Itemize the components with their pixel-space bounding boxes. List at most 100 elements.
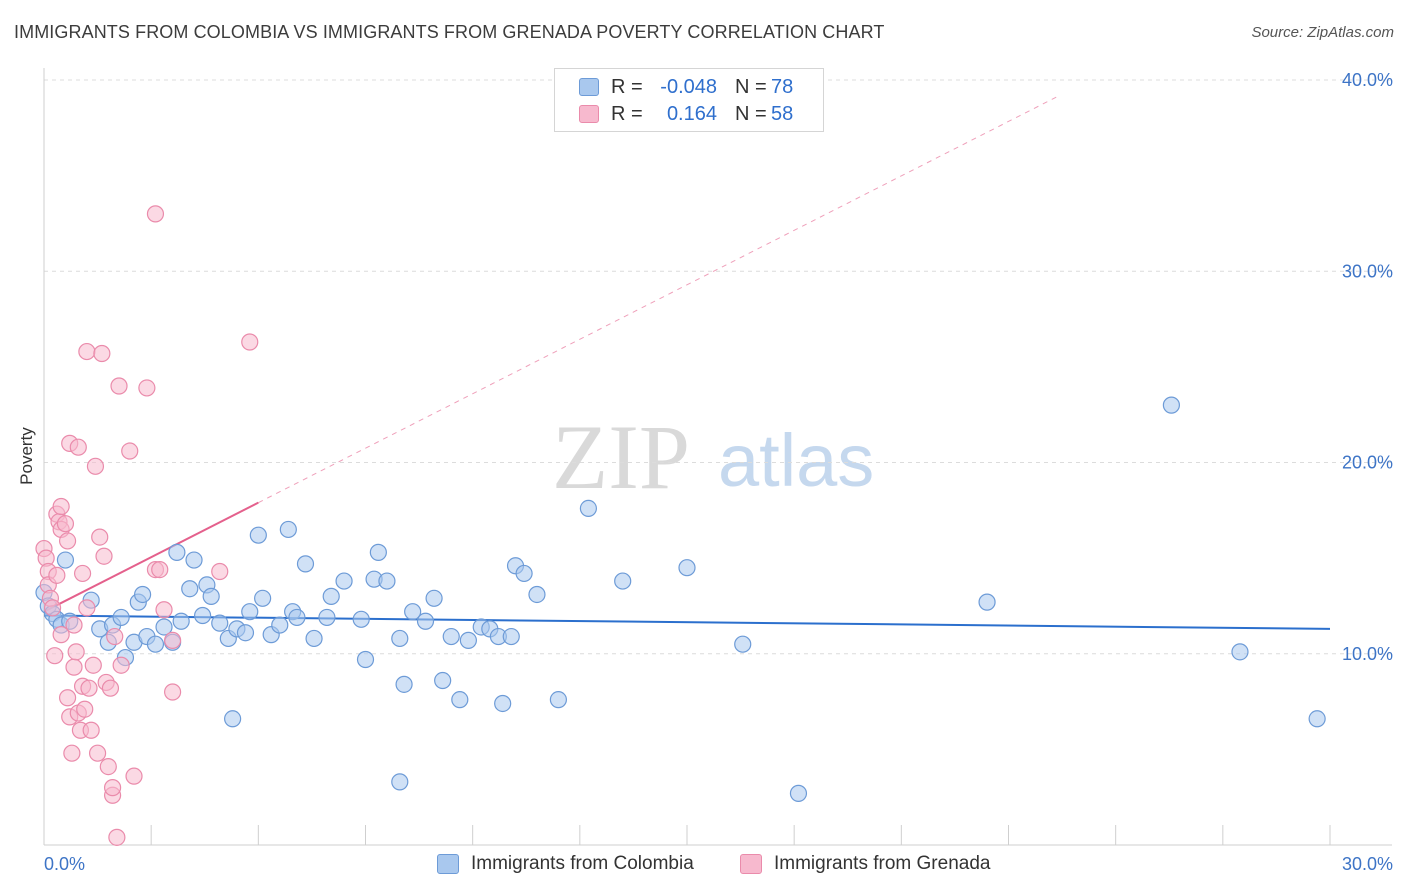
grenada-point (95, 547, 113, 565)
grenada-point (58, 532, 77, 550)
colombia-point (528, 585, 546, 604)
colombia-point (356, 650, 375, 669)
grenada-point (103, 779, 122, 797)
colombia-point (1231, 643, 1249, 661)
grenada-point (52, 626, 70, 644)
legend-row-colombia: R = -0.048 N = 78 (579, 75, 793, 99)
grenada-point (110, 377, 128, 395)
colombia-point (288, 608, 306, 627)
grenada-point (146, 205, 165, 223)
grenada-point (93, 344, 111, 363)
colombia-point (442, 627, 460, 646)
grenada-point (46, 647, 64, 665)
colombia-point (614, 572, 632, 590)
grenada-point (108, 828, 126, 846)
grenada-point (121, 442, 139, 460)
colombia-point (678, 559, 696, 577)
colombia-point (1162, 396, 1180, 414)
trend-lines (43, 94, 1331, 630)
colombia-point (224, 710, 242, 728)
r-label: R = (611, 102, 643, 125)
grenada-point (73, 564, 92, 583)
chart-title: IMMIGRANTS FROM COLOMBIA VS IMMIGRANTS F… (14, 22, 885, 42)
grenada-point (80, 679, 98, 697)
grenada-point (151, 560, 169, 579)
grenada-point (211, 562, 229, 581)
colombia-point (391, 629, 409, 648)
colombia-point (335, 572, 353, 590)
grenada-point (91, 528, 109, 546)
colombia-point (254, 589, 272, 607)
watermark-atlas: atlas (718, 419, 874, 502)
colombia-point (549, 691, 568, 709)
grenada-point (125, 767, 143, 785)
colombia-point (404, 603, 422, 621)
colombia-point (211, 614, 229, 632)
axes (43, 68, 1392, 846)
grenada-point (112, 656, 130, 674)
tick-labels: 10.0% 20.0% 30.0% 40.0% 0.0% 30.0% (44, 70, 1393, 874)
legend-item-grenada: Immigrants from Grenada (740, 852, 990, 876)
grid (44, 79, 1392, 655)
colombia-point (133, 585, 152, 604)
grenada-point (43, 599, 62, 617)
colombia-point (734, 635, 752, 653)
colombia-point (425, 589, 443, 607)
n-value: 58 (771, 102, 794, 125)
colombia-point (459, 631, 477, 649)
grenada-trend-line (43, 501, 259, 613)
grenada-point (86, 457, 105, 475)
watermark-zip: ZIP (552, 406, 690, 508)
watermark: ZIP atlas (552, 406, 874, 508)
colombia-point (579, 499, 598, 517)
colombia-point (416, 612, 435, 630)
colombia-point (451, 691, 469, 709)
colombia-point (434, 671, 452, 690)
colombia-point (978, 593, 996, 611)
grenada-swatch (579, 105, 599, 123)
colombia-point (305, 629, 323, 648)
legend-label-grenada: Immigrants from Grenada (774, 853, 991, 874)
colombia-point (241, 603, 259, 621)
colombia-trend-line (43, 614, 1331, 630)
colombia-point (194, 606, 212, 625)
grenada-point (63, 744, 81, 762)
colombia-point (296, 555, 315, 573)
grenada-point (56, 515, 75, 533)
y-tick-label: 40.0% (1342, 70, 1393, 90)
grenada-point (106, 627, 124, 646)
r-value: 0.164 (666, 102, 717, 125)
colombia-point (56, 551, 75, 569)
colombia-point (112, 608, 130, 627)
colombia-point (395, 675, 413, 693)
colombia-point (391, 773, 409, 791)
source-credit: Source: ZipAtlas.com (1251, 24, 1394, 41)
grenada-point (82, 721, 100, 739)
grenada-point (164, 683, 182, 701)
colombia-point (369, 543, 387, 561)
colombia-swatch (579, 78, 599, 96)
colombia-point (181, 580, 199, 598)
legend-item-colombia: Immigrants from Colombia (437, 852, 694, 876)
r-value: -0.048 (660, 75, 717, 98)
grenada-point (101, 679, 120, 697)
grenada-point (78, 599, 96, 617)
grenada-point (52, 497, 70, 516)
n-value: 78 (771, 75, 794, 98)
x-tick-label: 0.0% (44, 854, 85, 874)
colombia-swatch (437, 854, 459, 874)
x-tick-label: 30.0% (1342, 854, 1393, 874)
colombia-point (249, 526, 267, 544)
colombia-point (155, 618, 173, 636)
grenada-point (58, 689, 77, 707)
colombia-point (279, 520, 297, 539)
grenada-point (65, 616, 83, 634)
grenada-point (164, 631, 182, 649)
colombia-point (146, 635, 165, 653)
r-label: R = (611, 75, 643, 98)
grenada-point (99, 757, 117, 776)
y-tick-label: 20.0% (1342, 453, 1393, 473)
grenada-point (69, 438, 87, 456)
legend-row-grenada: R = 0.164 N = 58 (579, 102, 793, 126)
